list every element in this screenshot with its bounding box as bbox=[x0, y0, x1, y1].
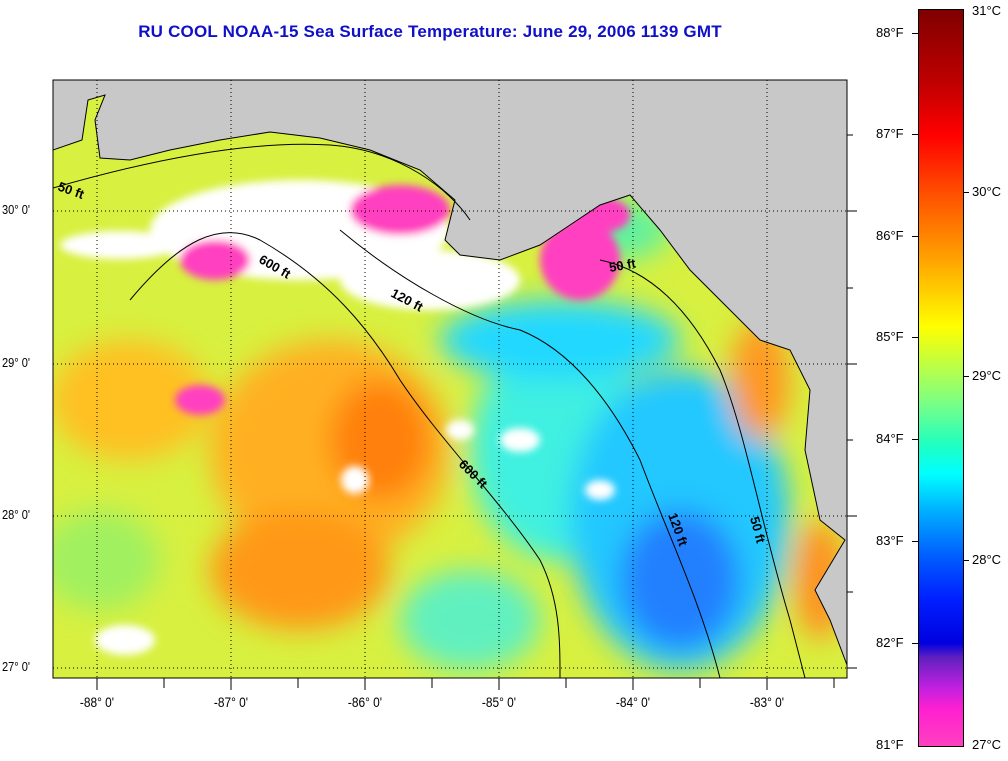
contour-50ft bbox=[53, 143, 806, 678]
contour-120ft bbox=[339, 229, 721, 678]
lon-label: -84° 0' bbox=[615, 694, 651, 710]
lat-label: 30° 0' bbox=[2, 202, 31, 217]
lat-label: 27° 0' bbox=[2, 659, 31, 674]
sst-map: 50 ft 600 ft 120 ft 50 ft 600 ft 120 ft … bbox=[52, 79, 857, 690]
map-title: RU COOL NOAA-15 Sea Surface Temperature:… bbox=[138, 22, 722, 41]
lon-label: -87° 0' bbox=[213, 694, 249, 710]
fahrenheit-label: 87°F bbox=[876, 126, 904, 141]
temperature-colorbar bbox=[918, 9, 964, 747]
contour-label: 50 ft bbox=[608, 255, 638, 275]
celsius-label: 29°C bbox=[972, 368, 1002, 383]
lon-label: -85° 0' bbox=[481, 694, 517, 710]
lat-label: 29° 0' bbox=[2, 355, 31, 370]
lon-label: -86° 0' bbox=[347, 694, 383, 710]
lon-label: -83° 0' bbox=[749, 694, 785, 710]
contour-label: 50 ft bbox=[747, 515, 769, 545]
fahrenheit-label: 84°F bbox=[876, 431, 904, 446]
celsius-label: 28°C bbox=[972, 552, 1002, 567]
celsius-label: 27°C bbox=[972, 737, 1002, 752]
fahrenheit-label: 88°F bbox=[876, 25, 904, 40]
fahrenheit-label: 86°F bbox=[876, 228, 904, 243]
fahrenheit-label: 82°F bbox=[876, 635, 904, 650]
contour-600ft bbox=[129, 232, 561, 678]
lon-label: -88° 0' bbox=[79, 694, 115, 710]
fahrenheit-label: 81°F bbox=[876, 737, 904, 752]
lat-label: 28° 0' bbox=[2, 507, 31, 522]
land-mass bbox=[53, 80, 847, 666]
fahrenheit-label: 83°F bbox=[876, 533, 904, 548]
celsius-label: 30°C bbox=[972, 184, 1002, 199]
celsius-label: 31°C bbox=[972, 3, 1002, 18]
fahrenheit-label: 85°F bbox=[876, 329, 904, 344]
